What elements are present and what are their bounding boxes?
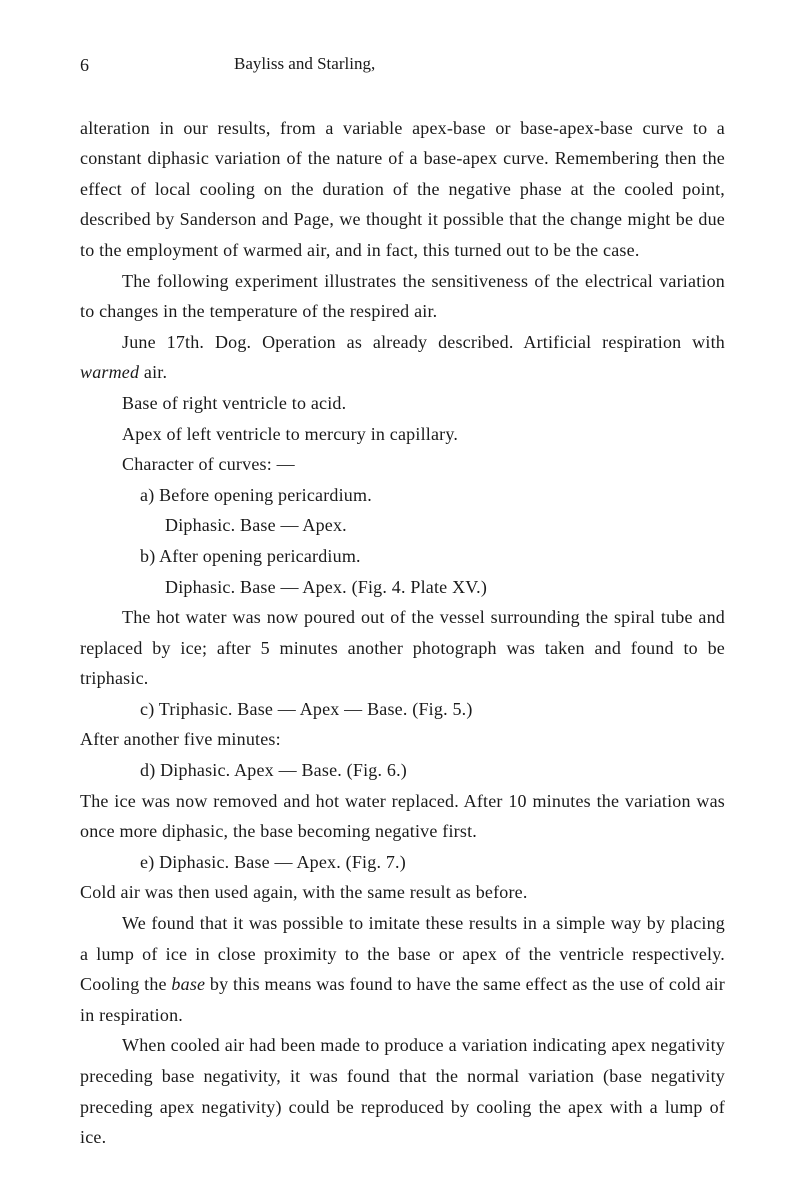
line-b-diphasic: Diphasic. Base — Apex. (Fig. 4. Plate XV… bbox=[165, 572, 725, 603]
line-e: e) Diphasic. Base — Apex. (Fig. 7.) bbox=[140, 847, 725, 878]
paragraph-6: Cold air was then used again, with the s… bbox=[80, 877, 725, 908]
line-b: b) After opening pericardium. bbox=[140, 541, 725, 572]
line-a-diphasic: Diphasic. Base — Apex. bbox=[165, 510, 725, 541]
para3-text2: air. bbox=[139, 362, 167, 382]
line-a: a) Before opening pericardium. bbox=[140, 480, 725, 511]
paragraph-4: The hot water was now poured out of the … bbox=[80, 602, 725, 694]
paragraph-3: June 17th. Dog. Operation as already des… bbox=[80, 327, 725, 388]
page-header: 6 Bayliss and Starling, bbox=[80, 50, 725, 81]
paragraph-8: When cooled air had been made to produce… bbox=[80, 1030, 725, 1152]
header-title: Bayliss and Starling, bbox=[234, 50, 375, 81]
line-base-right: Base of right ventricle to acid. bbox=[122, 388, 725, 419]
paragraph-7: We found that it was possible to imitate… bbox=[80, 908, 725, 1030]
paragraph-2: The following experiment illustrates the… bbox=[80, 266, 725, 327]
page-number: 6 bbox=[80, 50, 89, 81]
line-after-five: After another five minutes: bbox=[80, 724, 725, 755]
line-apex-left: Apex of left ventricle to mercury in cap… bbox=[122, 419, 725, 450]
content-body: alteration in our results, from a variab… bbox=[80, 111, 725, 1153]
line-c: c) Triphasic. Base — Apex — Base. (Fig. … bbox=[140, 694, 725, 725]
para3-italic: warmed bbox=[80, 362, 139, 382]
para3-text1: June 17th. Dog. Operation as already des… bbox=[122, 332, 725, 352]
line-character: Character of curves: — bbox=[122, 449, 725, 480]
paragraph-5: The ice was now removed and hot water re… bbox=[80, 786, 725, 847]
line-d: d) Diphasic. Apex — Base. (Fig. 6.) bbox=[140, 755, 725, 786]
paragraph-1: alteration in our results, from a variab… bbox=[80, 113, 725, 266]
para7-italic: base bbox=[171, 974, 205, 994]
